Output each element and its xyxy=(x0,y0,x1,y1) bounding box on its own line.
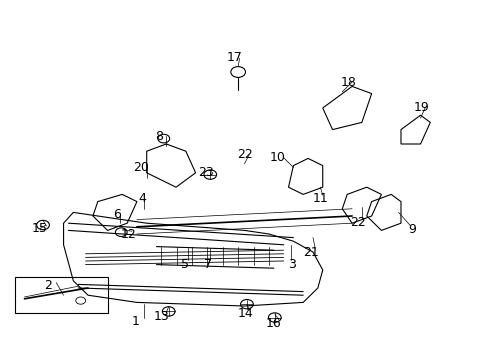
Text: 22: 22 xyxy=(349,216,365,229)
Text: 18: 18 xyxy=(340,76,355,89)
Text: 9: 9 xyxy=(407,223,415,236)
Text: 15: 15 xyxy=(32,222,48,235)
Text: 21: 21 xyxy=(303,246,319,259)
Text: 8: 8 xyxy=(155,130,163,143)
Text: 11: 11 xyxy=(312,192,327,205)
Text: 10: 10 xyxy=(269,151,285,164)
Bar xyxy=(15,277,107,313)
Text: 1: 1 xyxy=(132,315,140,328)
Text: 22: 22 xyxy=(237,148,253,161)
Text: 17: 17 xyxy=(226,51,242,64)
Text: 3: 3 xyxy=(287,258,295,271)
Text: 19: 19 xyxy=(413,101,428,114)
Text: 5: 5 xyxy=(181,258,188,271)
Text: 23: 23 xyxy=(198,166,214,179)
Text: 13: 13 xyxy=(153,310,169,323)
Text: 6: 6 xyxy=(113,208,121,221)
Text: 12: 12 xyxy=(121,228,136,241)
Text: 4: 4 xyxy=(139,192,146,204)
Text: 16: 16 xyxy=(265,317,281,330)
Text: 14: 14 xyxy=(237,307,253,320)
Text: 2: 2 xyxy=(44,279,52,292)
Text: 20: 20 xyxy=(133,161,148,174)
Text: 7: 7 xyxy=(203,258,211,271)
